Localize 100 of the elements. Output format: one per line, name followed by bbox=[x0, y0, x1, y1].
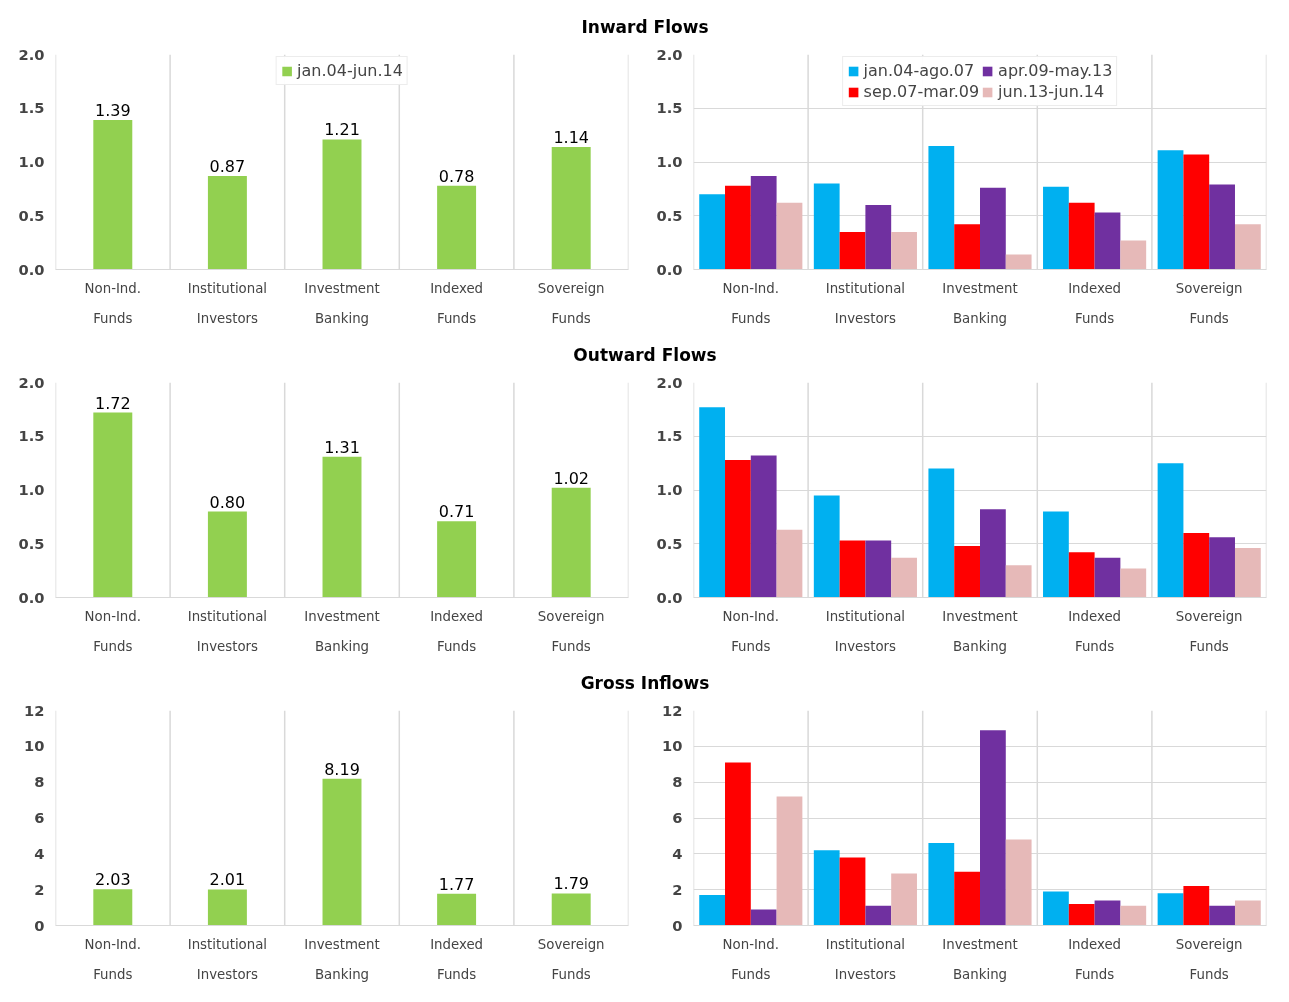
bar bbox=[776, 202, 803, 270]
bar bbox=[699, 194, 726, 270]
x-tick-label: Investment Banking bbox=[304, 280, 380, 326]
bar bbox=[776, 529, 803, 598]
y-tick-label: 0.5 bbox=[18, 534, 45, 552]
y-tick-label: 1.5 bbox=[18, 99, 45, 117]
data-label: 0.78 bbox=[438, 166, 475, 186]
x-tick-label: Indexed Funds bbox=[1068, 280, 1122, 326]
y-tick-label: 1.0 bbox=[18, 481, 45, 498]
x-tick-label: Sovereign Funds bbox=[537, 936, 605, 982]
bar bbox=[1120, 240, 1147, 270]
bar bbox=[1068, 552, 1095, 598]
data-label: 2.03 bbox=[94, 870, 131, 890]
bar bbox=[1234, 548, 1261, 598]
bar bbox=[813, 495, 840, 598]
y-tick-label: 2 bbox=[34, 880, 45, 898]
x-tick-label: Non-Ind. Funds bbox=[722, 608, 780, 654]
x-tick-label: Institutional Investors bbox=[187, 608, 268, 654]
y-tick-label: 2 bbox=[672, 880, 683, 898]
data-label: 1.02 bbox=[553, 468, 590, 488]
y-tick-label: 4 bbox=[34, 844, 45, 862]
data-label: 1.31 bbox=[324, 437, 360, 457]
x-tick-label: Sovereign Funds bbox=[1175, 280, 1243, 326]
y-tick-label: 0 bbox=[672, 916, 683, 934]
bar bbox=[207, 175, 247, 270]
chart-title: Outward Flows bbox=[573, 344, 717, 367]
y-tick-label: 12 bbox=[662, 701, 683, 719]
bar bbox=[1183, 886, 1210, 926]
data-label: 2.01 bbox=[209, 870, 246, 890]
chart-title: Gross Inflows bbox=[580, 672, 710, 695]
data-label: 1.14 bbox=[553, 127, 590, 147]
bar bbox=[93, 120, 133, 270]
bar bbox=[93, 889, 133, 926]
data-label: 0.80 bbox=[209, 492, 246, 512]
bar bbox=[1094, 557, 1121, 598]
y-tick-label: 8 bbox=[672, 773, 683, 791]
x-tick-label: Institutional Investors bbox=[187, 936, 268, 982]
bar bbox=[207, 511, 247, 598]
y-tick-label: 0.0 bbox=[656, 260, 683, 278]
bar bbox=[551, 487, 591, 598]
bar bbox=[865, 205, 892, 270]
bar bbox=[865, 905, 892, 926]
y-tick-label: 1.5 bbox=[656, 427, 683, 445]
y-tick-label: 4 bbox=[672, 844, 683, 862]
bar bbox=[93, 412, 133, 598]
bar bbox=[437, 893, 477, 926]
data-label: 0.71 bbox=[438, 502, 475, 522]
bar bbox=[1005, 839, 1032, 926]
bar bbox=[865, 540, 892, 598]
x-tick-label: Investment Banking bbox=[942, 280, 1018, 326]
bar bbox=[839, 231, 866, 270]
y-tick-label: 0.0 bbox=[18, 588, 45, 606]
x-tick-label: Investment Banking bbox=[942, 608, 1018, 654]
x-tick-label: Institutional Investors bbox=[187, 280, 268, 326]
y-tick-label: 2.0 bbox=[18, 45, 45, 63]
bar bbox=[1094, 212, 1121, 270]
y-tick-label: 1.0 bbox=[656, 153, 683, 170]
legend-label: apr.09-may.13 bbox=[998, 61, 1113, 80]
bar bbox=[1209, 905, 1235, 926]
data-label: 1.72 bbox=[94, 393, 131, 413]
x-tick-label: Indexed Funds bbox=[1068, 608, 1122, 654]
bar bbox=[1068, 202, 1095, 270]
y-tick-label: 12 bbox=[24, 701, 45, 719]
bar bbox=[891, 557, 917, 598]
legend-label: jan.04-jun.14 bbox=[297, 61, 403, 80]
bar bbox=[322, 139, 362, 270]
bar bbox=[891, 231, 917, 270]
bar bbox=[207, 889, 247, 926]
x-tick-label: Indexed Funds bbox=[1068, 936, 1122, 982]
bar bbox=[1043, 891, 1069, 926]
x-tick-label: Indexed Funds bbox=[430, 608, 484, 654]
bar bbox=[1043, 511, 1069, 598]
data-label: 1.21 bbox=[324, 120, 360, 140]
bar bbox=[954, 871, 980, 926]
bar bbox=[1005, 565, 1032, 598]
bar bbox=[928, 468, 955, 598]
bar bbox=[776, 796, 803, 926]
bar bbox=[699, 407, 726, 598]
y-tick-label: 0.0 bbox=[656, 588, 683, 606]
y-tick-label: 2.0 bbox=[18, 373, 45, 391]
y-tick-label: 0 bbox=[34, 916, 45, 934]
bar bbox=[437, 521, 477, 598]
bar bbox=[980, 509, 1006, 598]
bar bbox=[1043, 186, 1069, 270]
x-tick-label: Indexed Funds bbox=[430, 936, 484, 982]
bar bbox=[980, 187, 1006, 270]
bar bbox=[891, 873, 917, 926]
bar bbox=[813, 850, 840, 926]
x-tick-label: Sovereign Funds bbox=[1175, 936, 1243, 982]
x-tick-label: Investment Banking bbox=[304, 936, 380, 982]
x-tick-label: Non-Ind. Funds bbox=[84, 608, 142, 654]
bar bbox=[1157, 893, 1184, 926]
bar bbox=[980, 730, 1006, 926]
y-tick-label: 1.0 bbox=[18, 153, 45, 170]
bar bbox=[1234, 900, 1261, 926]
bar bbox=[1234, 224, 1261, 270]
bar bbox=[750, 175, 777, 270]
chart-title: Inward Flows bbox=[581, 16, 709, 39]
y-tick-label: 6 bbox=[672, 809, 683, 826]
bar bbox=[928, 843, 955, 926]
